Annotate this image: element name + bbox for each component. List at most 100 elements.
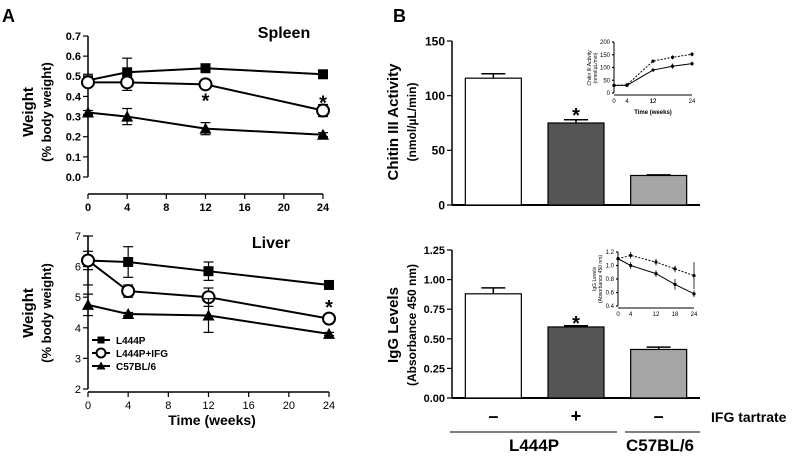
chitin-bar — [464, 77, 522, 206]
igg-y-tick-label: 1.25 — [424, 245, 445, 257]
igg_inset-data-point — [692, 292, 696, 296]
liver-data-point — [121, 284, 136, 299]
spleen-x-tick-label: 4 — [124, 202, 131, 214]
spleen-data-point — [199, 122, 212, 134]
liver-x-axis-title: Time (weeks) — [168, 412, 256, 428]
treatment-labels: – + – IFG tartrate L444P C57BL/6 — [450, 406, 787, 455]
ifg-sign: – — [488, 406, 498, 426]
igg_inset-y-axis-subtitle: (Absorbance 450 nm) — [598, 255, 604, 303]
liver-series-line — [87, 303, 330, 335]
spleen-data-point — [200, 63, 211, 74]
chitin_inset-data-point — [690, 52, 694, 56]
igg-inset-chart: 0.4 0.6 0.8 1.0 1.2 0 4 12 18 24 IgG Levels (Absorb… — [592, 250, 698, 318]
chitin-y-tick-label: 150 — [425, 34, 445, 48]
spleen-series-line — [88, 81, 324, 112]
liver-x-tick-label: 16 — [243, 400, 255, 412]
chitin_inset-data-point — [612, 83, 616, 87]
liver-data-point — [202, 309, 215, 321]
legend-swatch-marker — [96, 361, 106, 370]
spleen-y-tick-label: 0.7 — [66, 31, 81, 43]
chitin_inset-x-tick-label: 4 — [625, 99, 629, 105]
spleen-y-axis-subtitle: (% body weight) — [39, 62, 54, 162]
chitin-y-axis-title: Chitin III Activity — [385, 63, 402, 181]
igg-y-tick-label: 0.50 — [424, 334, 445, 346]
group-label-l444p: L444P — [509, 436, 559, 455]
liver-chart: 2 3 4 5 6 7 0 4 8 12 16 20 24 * Liver Time (weeks) Weigh… — [20, 231, 336, 428]
chitin_inset-y-tick-label: 200 — [600, 40, 611, 46]
spleen-y-tick-label: 0.5 — [66, 71, 81, 83]
chitin_inset-data-point — [670, 64, 675, 68]
liver-x-tick-label: 4 — [125, 400, 131, 412]
liver-x-tick-label: 12 — [202, 400, 214, 412]
liver-y-axis-title: Weight — [20, 288, 37, 338]
igg-y-tick-label: 0.00 — [424, 393, 445, 405]
igg_inset-x-tick-label: 12 — [653, 312, 660, 318]
chitin-significance-mark: * — [572, 105, 580, 127]
chitin_inset-data-point — [651, 59, 655, 63]
liver-y-tick-label: 4 — [75, 323, 81, 335]
spleen-x-tick-label: 8 — [163, 202, 169, 214]
igg_inset-x-tick-label: 18 — [672, 312, 679, 318]
liver-data-point — [82, 298, 94, 310]
spleen-data-point — [122, 67, 133, 78]
chitin_inset-y-axis-subtitle: (nmol/µL/min) — [593, 52, 599, 83]
chitin_inset-x-axis-title: Time (weeks) — [634, 110, 672, 116]
legend-swatch-marker — [97, 336, 105, 344]
igg_inset-data-point — [673, 267, 677, 271]
igg_inset-y-tick-label: 0.6 — [606, 291, 615, 297]
spleen-significance-mark: * — [319, 92, 327, 114]
igg_inset-data-point — [616, 257, 620, 261]
chitin_inset-x-tick-label: 0 — [612, 99, 616, 105]
igg_inset-data-point — [692, 274, 696, 278]
spleen-chart: 0.0 0.1 0.2 0.3 0.4 0.5 0.6 0.7 0 4 8 12 16 20 24 * * Spl… — [20, 25, 330, 214]
chitin_inset-y-axis-title: Chitin III Activity — [587, 50, 593, 86]
chitin_inset-data-point — [625, 83, 629, 87]
liver-data-point — [122, 308, 135, 320]
spleen-data-point — [81, 75, 95, 90]
igg-y-axis-subtitle: (Absorbance 450 nm) — [405, 264, 419, 386]
igg_inset-y-tick-label: 0.8 — [606, 277, 615, 283]
chitin_inset-y-tick-label: 50 — [603, 78, 610, 84]
igg_inset-y-axis-title: IgG Levels — [592, 267, 598, 291]
ifg-sign: – — [654, 406, 664, 426]
liver-series-line — [87, 259, 330, 286]
igg_inset-data-point — [654, 272, 658, 276]
liver-data-point — [324, 279, 334, 290]
igg-y-axis-title: IgG Levels — [385, 287, 402, 363]
chitin_inset-x-tick-label: 24 — [689, 99, 696, 105]
chitin-y-axis-subtitle: (nmol/µL/min) — [405, 83, 419, 162]
legend-label: C57BL/6 — [116, 362, 156, 373]
chitin-y-tick-label: 100 — [425, 89, 445, 103]
igg_inset-x-tick-label: 24 — [691, 312, 698, 318]
spleen-data-point — [82, 106, 94, 118]
liver-data-point — [322, 311, 336, 326]
panel-b-label: B — [393, 6, 406, 26]
spleen-y-tick-label: 0.1 — [66, 152, 81, 164]
spleen-y-tick-label: 0.0 — [66, 172, 81, 184]
panel-a-label: A — [2, 6, 15, 26]
spleen-x-tick-label: 16 — [239, 202, 251, 214]
spleen-x-tick-label: 24 — [317, 202, 330, 214]
spleen-x-tick-label: 0 — [85, 202, 91, 214]
legend-swatch-marker — [95, 347, 107, 359]
spleen-x-tick-label: 20 — [278, 202, 290, 214]
liver-data-point — [323, 327, 335, 339]
chitin-y-tick-label: 50 — [432, 144, 446, 158]
igg_inset-data-point — [629, 263, 633, 268]
igg_inset-data-point — [673, 282, 677, 286]
liver-significance-mark: * — [325, 297, 333, 319]
chitin-y-tick-label: 0 — [438, 198, 445, 212]
spleen-y-tick-label: 0.3 — [66, 112, 81, 124]
igg_inset-y-tick-label: 1.0 — [606, 264, 615, 270]
liver-y-tick-label: 5 — [75, 292, 81, 304]
liver-y-tick-label: 3 — [75, 353, 81, 365]
liver-x-tick-label: 0 — [85, 400, 91, 412]
chitin_inset-y-tick-label: 0 — [607, 91, 611, 97]
spleen-data-point — [317, 128, 329, 140]
legend: L444P L444P+IFG C57BL/6 — [92, 336, 168, 373]
liver-data-point — [203, 266, 214, 277]
igg-bar — [547, 326, 605, 399]
chitin-bar — [547, 122, 605, 206]
